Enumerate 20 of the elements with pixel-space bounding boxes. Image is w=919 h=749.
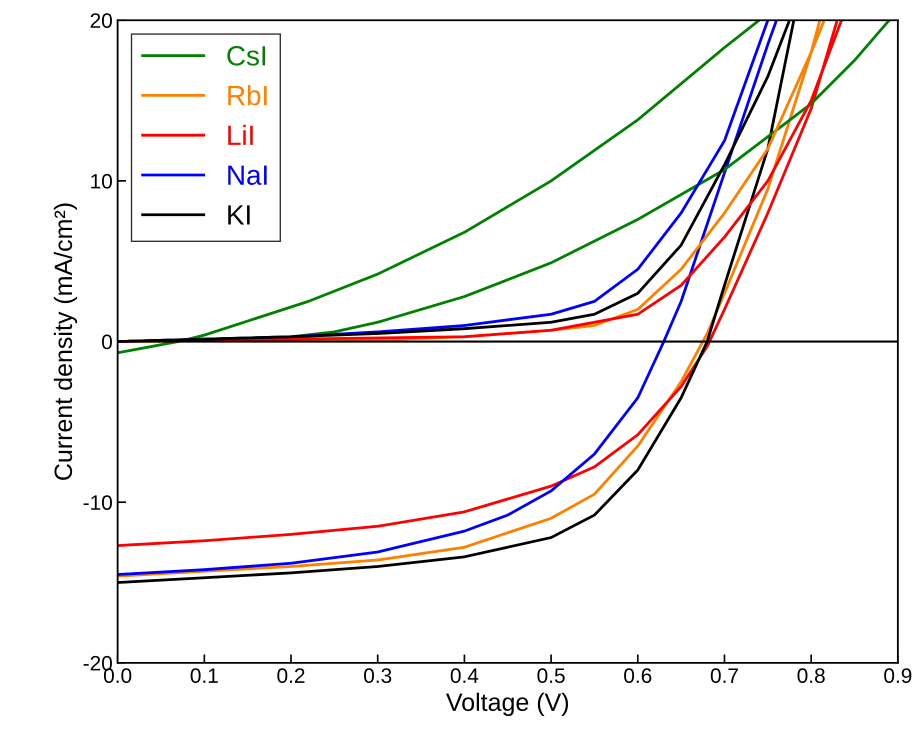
legend-label: CsI	[227, 46, 266, 66]
x-tick-label: 0.9	[884, 668, 912, 684]
y-tick-label: 20	[90, 13, 112, 28]
legend-label: KI	[228, 205, 250, 224]
x-tick-label: 0.8	[798, 668, 825, 684]
x-tick-label: 0.5	[537, 668, 565, 684]
legend-label: NaI	[228, 166, 267, 185]
y-tick-label: -10	[84, 495, 112, 510]
x-tick-label: 0.4	[450, 668, 478, 684]
legend-label: RbI	[228, 85, 267, 106]
x-tick-label: 0.1	[190, 668, 218, 684]
y-axis-title: Current density (mA/cm²)	[54, 203, 78, 480]
x-tick-label: 0.2	[277, 668, 304, 684]
x-tick-label: 0.7	[710, 668, 738, 684]
x-tick-label: 0.3	[364, 668, 392, 684]
x-tick-label: 0.6	[624, 668, 652, 684]
x-axis-title: Voltage (V)	[446, 692, 568, 716]
y-tick-label: 0	[102, 334, 112, 350]
y-tick-label: 10	[91, 174, 112, 189]
legend-label: LiI	[228, 124, 253, 145]
